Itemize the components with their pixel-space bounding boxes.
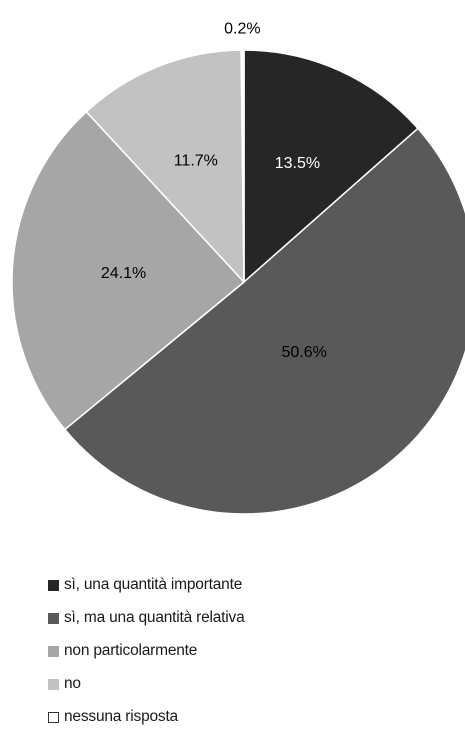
legend-swatch: [48, 612, 59, 624]
pie-slice-5: [240, 49, 245, 283]
legend-label: nessuna risposta: [64, 708, 178, 725]
legend-label: sì, una quantità importante: [64, 576, 243, 593]
data-label-4: 11.7%: [174, 153, 218, 170]
legend-label: non particolarmente: [64, 642, 198, 659]
legend-swatch: [48, 711, 59, 723]
pie-labels: 13.5% 50.6% 24.1% 11.7% 0.2%: [101, 20, 327, 361]
pie-slice-4: [85, 49, 245, 283]
legend-swatch: [48, 579, 59, 591]
data-label-1: 13.5%: [275, 155, 320, 172]
legend-item-3: non particolarmente: [48, 638, 245, 664]
data-label-3: 24.1%: [101, 265, 146, 282]
legend-item-4: no: [48, 671, 245, 697]
pie-slice-2: [64, 127, 465, 515]
legend-swatch: [48, 678, 59, 690]
legend-label: sì, ma una quantità relativa: [64, 609, 245, 626]
pie-slice-3: [11, 111, 245, 431]
pie-slice-1: [243, 49, 419, 283]
chart-legend: sì, una quantità importante sì, ma una qu…: [48, 572, 245, 737]
legend-item-1: sì, una quantità importante: [48, 572, 245, 598]
legend-item-5: nessuna risposta: [48, 704, 245, 730]
legend-label: no: [64, 675, 81, 692]
data-label-2: 50.6%: [282, 344, 327, 361]
legend-item-2: sì, ma una quantità relativa: [48, 605, 245, 631]
legend-swatch: [48, 645, 59, 657]
pie-slices: [11, 49, 465, 515]
data-label-5: 0.2%: [224, 20, 260, 37]
